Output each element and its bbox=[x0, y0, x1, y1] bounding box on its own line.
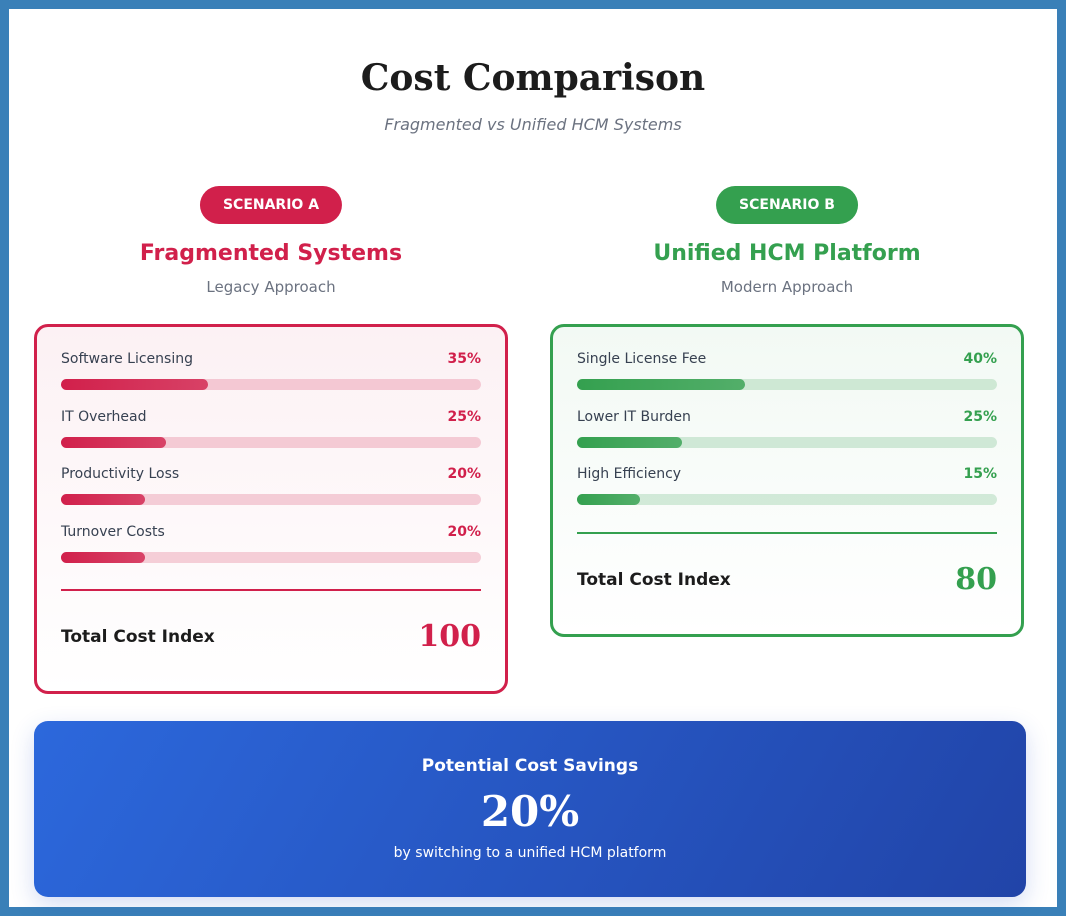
total-value: 80 bbox=[955, 561, 997, 597]
bar-track bbox=[61, 551, 481, 563]
total-row: Total Cost Index 100 bbox=[61, 591, 481, 669]
bar bbox=[61, 379, 208, 390]
cost-row: Lower IT Burden 25% bbox=[577, 407, 997, 465]
item-name: Productivity Loss bbox=[61, 466, 180, 482]
bar bbox=[61, 494, 145, 505]
cost-card: Software Licensing 35% IT Overhead 25% Produ… bbox=[34, 324, 508, 694]
bar bbox=[577, 436, 682, 448]
savings-note: by switching to a unified HCM platform bbox=[393, 845, 667, 861]
bar-track bbox=[577, 379, 997, 390]
scenario-column: SCENARIO B Unified HCM Platform Modern App… bbox=[550, 9, 1024, 709]
bar-track bbox=[577, 436, 997, 448]
bar bbox=[61, 436, 166, 448]
divider bbox=[577, 531, 997, 534]
subtitle: Fragmented vs Unified HCM Systems bbox=[384, 115, 682, 134]
savings-value: 20% bbox=[480, 787, 580, 836]
savings-banner: Potential Cost Savings 20% by switching … bbox=[34, 721, 1026, 897]
scenario-subtitle: Modern Approach bbox=[720, 278, 854, 296]
bar-track bbox=[61, 436, 481, 448]
item-value: 20% bbox=[447, 523, 481, 540]
scenario-badge: SCENARIO A bbox=[199, 186, 343, 224]
total-label: Total Cost Index bbox=[577, 569, 731, 590]
cost-row: Software Licensing 35% bbox=[61, 349, 481, 407]
bar-track bbox=[61, 379, 481, 390]
scenario-title: Unified HCM Platform bbox=[653, 241, 921, 266]
item-name: IT Overhead bbox=[61, 408, 147, 425]
item-name: Software Licensing bbox=[61, 351, 193, 367]
bar-track bbox=[61, 494, 481, 505]
item-value: 25% bbox=[963, 408, 997, 425]
scenario-title: Fragmented Systems bbox=[139, 241, 403, 266]
scenario-column: SCENARIO A Fragmented Systems Legacy Appro… bbox=[34, 9, 508, 709]
bar-track bbox=[577, 494, 997, 505]
scenario-subtitle: Legacy Approach bbox=[206, 278, 336, 296]
canvas: Cost Comparison Fragmented vs Unified HC… bbox=[9, 9, 1057, 907]
savings-title: Potential Cost Savings bbox=[421, 756, 639, 776]
item-value: 40% bbox=[963, 351, 997, 367]
divider bbox=[61, 589, 481, 591]
cost-row: Productivity Loss 20% bbox=[61, 464, 481, 522]
total-value: 100 bbox=[418, 619, 481, 654]
item-name: Turnover Costs bbox=[61, 523, 165, 540]
cost-card: Single License Fee 40% Lower IT Burden 25% H… bbox=[550, 324, 1024, 637]
item-name: High Efficiency bbox=[577, 466, 682, 482]
item-value: 15% bbox=[963, 466, 997, 482]
item-value: 20% bbox=[447, 466, 481, 482]
item-name: Single License Fee bbox=[577, 351, 707, 367]
item-value: 25% bbox=[447, 408, 481, 425]
cost-row: IT Overhead 25% bbox=[61, 407, 481, 465]
cost-row: Single License Fee 40% bbox=[577, 349, 997, 407]
item-value: 35% bbox=[447, 351, 481, 367]
title: Cost Comparison bbox=[360, 57, 706, 99]
cost-row: High Efficiency 15% bbox=[577, 464, 997, 522]
total-label: Total Cost Index bbox=[61, 627, 215, 647]
bar bbox=[61, 551, 145, 563]
total-row: Total Cost Index 80 bbox=[577, 534, 997, 612]
bar bbox=[577, 494, 640, 505]
cost-row: Turnover Costs 20% bbox=[61, 522, 481, 580]
scenario-badge: SCENARIO B bbox=[716, 186, 858, 224]
item-name: Lower IT Burden bbox=[577, 408, 691, 425]
bar bbox=[577, 379, 745, 390]
